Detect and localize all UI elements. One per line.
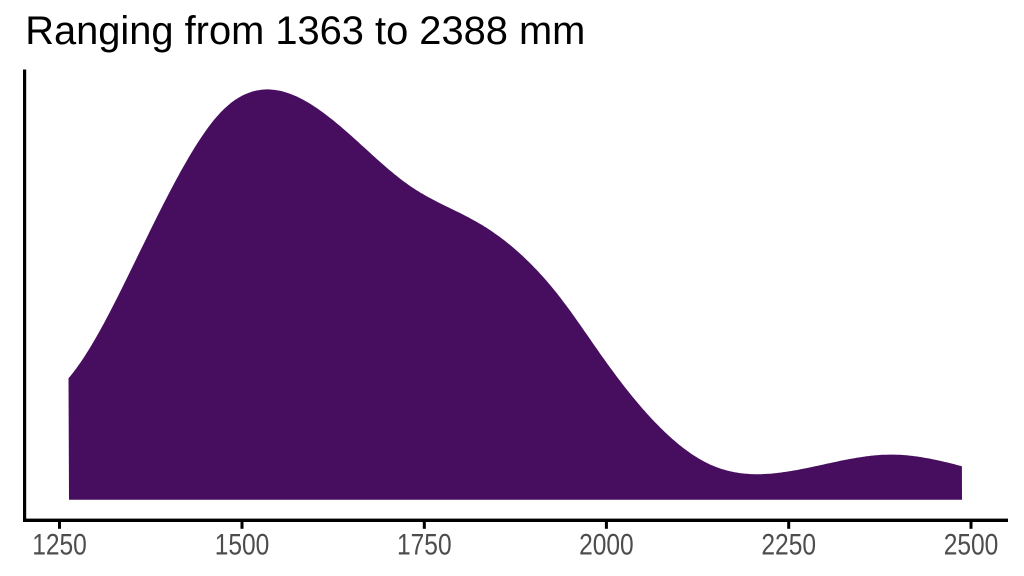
svg-text:1500: 1500 [215,530,270,562]
svg-text:2250: 2250 [761,530,816,562]
svg-text:1250: 1250 [32,530,87,562]
svg-text:2000: 2000 [579,530,634,562]
svg-text:Ranging from 1363 to 2388 mm: Ranging from 1363 to 2388 mm [25,9,585,53]
svg-text:1750: 1750 [397,530,452,562]
svg-text:2500: 2500 [944,530,999,562]
